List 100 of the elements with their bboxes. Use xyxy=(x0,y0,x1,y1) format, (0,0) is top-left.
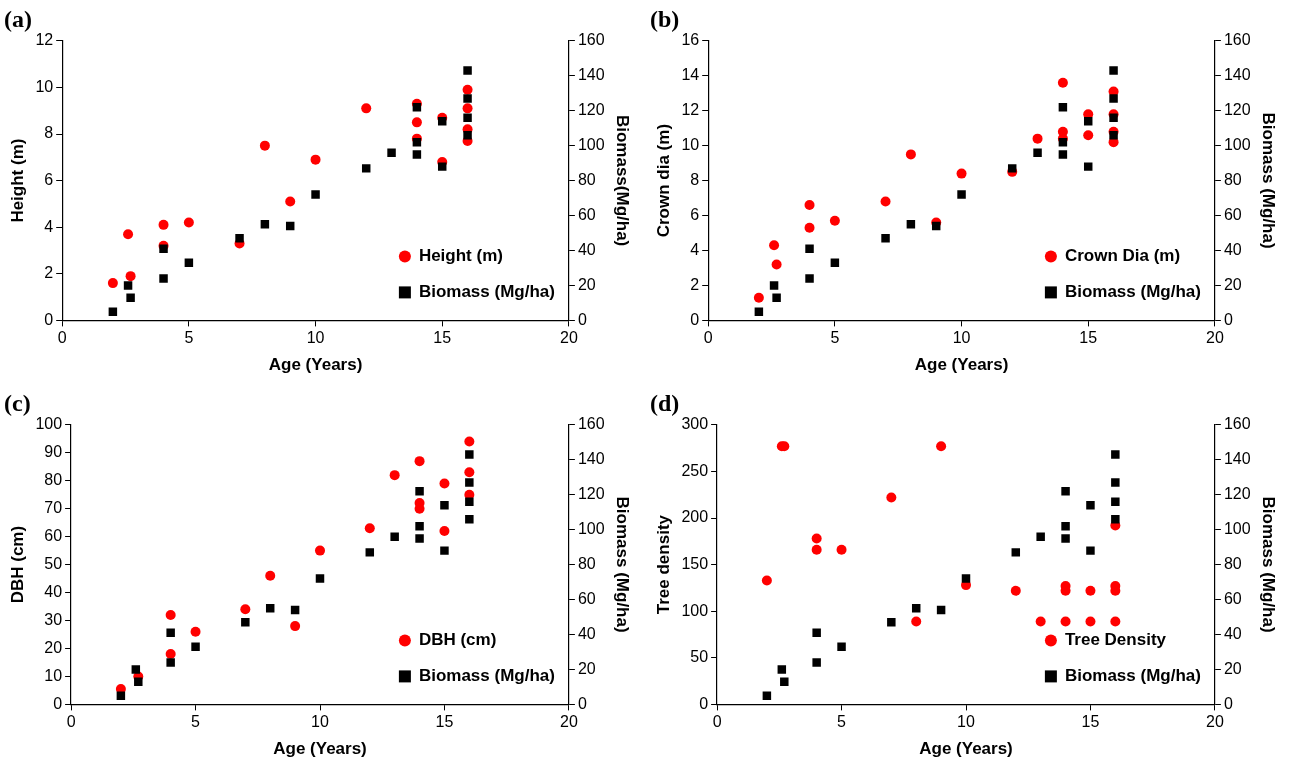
point xyxy=(123,281,133,290)
legend-label: Crown Dia (m) xyxy=(1064,246,1181,266)
point xyxy=(439,478,450,489)
legend-label: Biomass (Mg/ha) xyxy=(1064,282,1201,302)
point xyxy=(390,532,399,541)
point xyxy=(412,150,422,159)
point xyxy=(1011,548,1021,557)
y-tick-label: 50 xyxy=(44,555,63,573)
y2-axis-title: Biomass (Mg/ha) xyxy=(613,496,633,633)
x-tick-label: 0 xyxy=(712,713,722,731)
y-tick-label: 30 xyxy=(44,610,63,628)
y-tick-label: 16 xyxy=(681,31,700,49)
y2-tick-label: 0 xyxy=(1223,694,1233,712)
y2-axis-title: Biomass(Mg/ha) xyxy=(613,114,633,247)
y-tick-label: 300 xyxy=(681,415,709,433)
legend-label: Biomass (Mg/ha) xyxy=(418,282,555,302)
point xyxy=(361,103,372,114)
point xyxy=(440,546,449,555)
chart-title: (d) xyxy=(650,389,680,416)
point xyxy=(439,526,450,537)
point xyxy=(961,574,971,583)
point xyxy=(191,642,200,651)
point xyxy=(1007,164,1017,173)
point xyxy=(241,618,250,627)
point xyxy=(1061,521,1070,531)
point xyxy=(1057,77,1068,88)
point xyxy=(414,456,425,467)
point xyxy=(311,190,320,199)
point xyxy=(811,533,822,544)
y-tick-label: 200 xyxy=(681,508,709,526)
point xyxy=(361,164,371,173)
y2-tick-label: 100 xyxy=(1223,520,1251,538)
y-axis-title: DBH (cm) xyxy=(7,525,27,604)
x-axis-title: Age (Years) xyxy=(919,739,1013,759)
y2-tick-label: 120 xyxy=(577,101,605,119)
point xyxy=(753,292,764,303)
point xyxy=(411,117,422,128)
x-axis-title: Age (Years) xyxy=(914,355,1009,375)
y-axis-title: Crown dia (m) xyxy=(653,123,673,238)
y2-tick-label: 0 xyxy=(577,310,587,328)
point xyxy=(956,168,967,179)
y2-tick-label: 120 xyxy=(1223,485,1251,503)
point xyxy=(437,162,447,171)
point xyxy=(1109,66,1118,75)
y2-tick-label: 60 xyxy=(1223,589,1242,607)
point xyxy=(769,281,779,290)
legend-label: Biomass (Mg/ha) xyxy=(1064,666,1201,686)
y-tick-label: 70 xyxy=(44,499,63,517)
point xyxy=(1061,534,1070,543)
point xyxy=(1085,616,1096,627)
y2-tick-label: 20 xyxy=(577,659,596,677)
point xyxy=(769,240,780,251)
point xyxy=(1086,500,1095,510)
legend-label: Tree Density xyxy=(1064,630,1167,650)
point xyxy=(415,521,424,531)
y2-tick-label: 100 xyxy=(577,520,605,538)
point xyxy=(464,436,475,447)
point xyxy=(780,677,789,686)
x-tick-label: 15 xyxy=(433,329,452,347)
chart-title: (b) xyxy=(650,5,680,32)
y-tick-label: 10 xyxy=(35,77,54,95)
y2-tick-label: 160 xyxy=(1223,415,1251,433)
point xyxy=(123,229,134,240)
point xyxy=(1058,150,1068,159)
point xyxy=(1111,514,1120,524)
x-tick-label: 10 xyxy=(311,713,329,731)
y-tick-label: 90 xyxy=(44,443,63,461)
point xyxy=(829,215,840,226)
point xyxy=(126,293,135,302)
point xyxy=(108,307,118,316)
point xyxy=(772,293,781,302)
y-tick-label: 150 xyxy=(681,555,709,573)
y-tick-label: 10 xyxy=(681,136,700,154)
point xyxy=(315,545,325,556)
point xyxy=(754,307,764,316)
point xyxy=(134,677,143,686)
point xyxy=(805,244,814,253)
x-tick-label: 5 xyxy=(191,713,201,731)
point xyxy=(265,604,275,613)
point xyxy=(235,234,244,243)
y2-tick-label: 160 xyxy=(1223,31,1251,49)
x-tick-label: 20 xyxy=(1206,713,1224,731)
y2-tick-label: 0 xyxy=(1223,310,1233,328)
point xyxy=(1036,532,1045,541)
y2-axis-title: Biomass (Mg/ha) xyxy=(1259,496,1279,633)
y-tick-label: 20 xyxy=(44,638,63,656)
point xyxy=(836,544,847,555)
y-tick-label: 100 xyxy=(35,415,63,433)
point xyxy=(464,467,475,478)
point xyxy=(936,441,947,452)
point xyxy=(957,190,966,199)
y-tick-label: 6 xyxy=(690,205,700,223)
y-tick-label: 8 xyxy=(690,171,700,189)
point xyxy=(285,196,296,207)
y2-tick-label: 20 xyxy=(1223,275,1242,293)
x-tick-label: 5 xyxy=(837,713,847,731)
point xyxy=(116,691,126,700)
y2-tick-label: 80 xyxy=(1223,171,1242,189)
point xyxy=(465,478,474,487)
point xyxy=(462,103,473,114)
